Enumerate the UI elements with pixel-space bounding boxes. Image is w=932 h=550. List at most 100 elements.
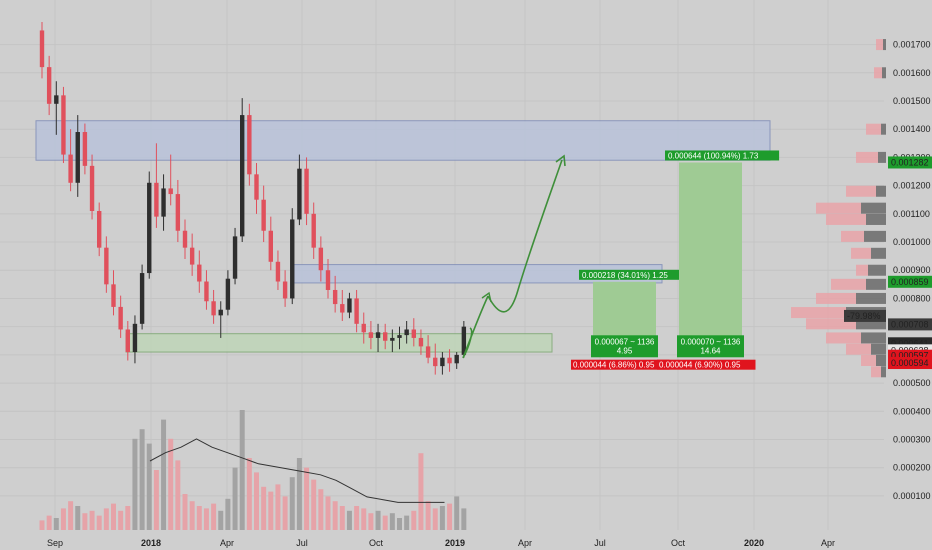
price-badge-label: 0.001282 [891,157,929,167]
projection-arrowhead [555,154,566,167]
volume-bar [425,501,431,530]
profile-bar-sell [856,151,878,163]
volume-bar [153,470,159,530]
candle-body [418,337,424,347]
y-tick-label: 0.001200 [893,181,931,191]
profile-bar-buy [861,202,886,214]
profile-bar-sell [806,318,856,330]
position-entry-badge [677,335,744,358]
volume-bar [203,508,209,530]
profile-bar-sell [826,332,861,344]
candle-body [311,213,316,248]
candle-body [454,354,459,364]
candle-body [440,357,445,367]
projection-path [462,159,563,359]
candle-body [211,301,216,316]
candle-body [139,273,145,324]
position-entry-sub: 14.64 [700,346,721,355]
candle-body [297,168,302,220]
candle-body [240,115,245,237]
candle-body [411,329,416,338]
candle-body [189,247,195,265]
position-stop-label: 0.000044 (6.86%) 0.95 [573,361,655,370]
volume-bar [461,508,467,530]
volume-bar [196,506,202,530]
volume-bar [382,515,388,530]
x-tick-label: Apr [220,538,234,548]
volume-bar [103,508,109,530]
profile-bar-buy [861,332,886,344]
candle-body [404,329,409,336]
candles-layer [39,22,467,375]
candle-body [268,230,273,262]
candle-body [161,188,166,217]
y-tick-label: 0.000900 [893,265,931,275]
profile-bar-sell [871,366,881,378]
candle-body [461,326,467,355]
price-badge [888,318,932,331]
candle-body [368,332,374,338]
candle-body [125,329,130,353]
y-tick-label: 0.000200 [893,463,931,473]
volume-profile [791,39,886,378]
volume-bar [268,491,274,530]
profile-bar-sell [856,264,868,276]
volume-bar [118,510,124,530]
candle-body [147,182,152,274]
position-entry-label: 0.000070 ~ 1136 [681,337,741,346]
volume-bar [325,496,331,530]
profile-bar-buy [871,247,886,259]
volume-bar [354,506,360,530]
candle-body [75,132,80,183]
profile-bar-buy [866,213,886,225]
profile-bar-buy [882,67,886,79]
volume-bar [261,486,267,530]
position-profit-label: 0.000644 (100.94%) 1.73 [668,151,759,160]
x-tick-label: Jul [594,538,606,548]
candle-body [347,298,352,313]
profile-bar-buy [878,151,886,163]
position-profit-badge [579,269,689,280]
position-entry-label: 0.000067 ~ 1136 [595,337,655,346]
volume-bar [239,410,245,530]
volume-bar [339,506,345,530]
volume-bar [225,498,231,530]
volume-bar [332,501,338,530]
profile-bar-buy [881,366,886,378]
volume-bar [411,510,417,530]
price-badges: 0.001282 0.000859 -79.98% 0.000708 0.000641 0… [844,156,932,370]
y-tick-label: 0.001600 [893,68,931,78]
position-stop-badge [657,359,756,370]
volume-bar [111,503,116,530]
candle-body [332,289,338,305]
volume-bar [189,501,195,530]
position-stop-label: 0.000044 (6.90%) 0.95 [659,361,741,370]
candle-body [361,323,366,333]
candle-body [218,309,223,316]
candle-body [204,281,209,302]
y-tick-label: 0.000100 [893,491,931,501]
candle-body [290,219,295,299]
volume-bar [454,496,460,530]
price-badge [844,309,886,322]
profile-bar-sell [861,354,876,366]
volume-bar [432,508,438,530]
volume-bar [375,510,381,530]
profile-bar-buy [883,39,886,51]
projection-arrowhead-small [481,291,492,303]
candle-body [282,281,288,299]
profile-bar-buy [866,278,886,290]
position-entry-badge [591,335,658,358]
candle-body [254,174,259,200]
candle-body [175,194,181,231]
volume-bar [139,429,145,530]
candle-body [354,298,359,324]
x-tick-label: Apr [821,538,835,548]
profile-bar-sell [846,185,876,197]
candle-body [325,270,331,290]
profile-bar-buy [856,318,886,330]
zone-support [125,333,553,353]
positions-layer: 0.000218 (34.01%) 1.25 0.000067 ~ 11364.9… [571,150,780,370]
x-tick-label: 2020 [744,538,764,548]
